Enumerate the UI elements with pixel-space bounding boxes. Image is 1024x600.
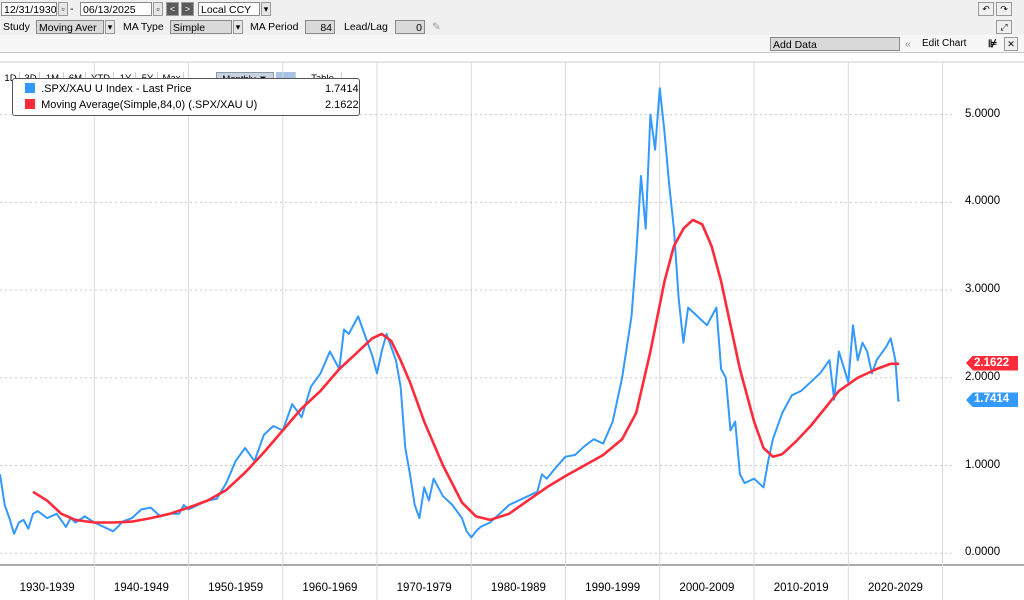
edit-chart-button[interactable]: Edit Chart — [922, 38, 967, 49]
last-value-tag-price: 1.7414 — [966, 392, 1018, 408]
lead-lag-input[interactable]: 0 — [395, 20, 425, 34]
moving-average-line — [32, 218, 900, 524]
y-tick-label: 5.0000 — [965, 107, 1001, 120]
calendar-icon[interactable]: ▫ — [153, 2, 163, 16]
chart-settings-icon[interactable]: ⊯ — [988, 38, 998, 50]
x-category-label: 2020-2029 — [867, 582, 923, 594]
y-tick-label: 0.0000 — [965, 546, 1001, 559]
range-toolbar: 1D3D1M6MYTD1Y5YMax Monthly ▼ Table Add D… — [0, 35, 1024, 86]
legend-label-price: .SPX/XAU U Index - Last Price — [41, 83, 192, 95]
undo-icon[interactable]: ↶ — [978, 2, 994, 16]
currency-select[interactable]: Local CCY — [198, 2, 260, 16]
last-value-tag-ma: 2.1622 — [966, 355, 1018, 371]
legend-swatch-ma — [25, 99, 35, 109]
add-data-input[interactable]: Add Data — [770, 37, 900, 51]
x-category-label: 1970-1979 — [396, 582, 452, 594]
ma-type-label: MA Type — [123, 21, 164, 33]
x-category-label: 1930-1939 — [19, 582, 75, 594]
chevron-right-icon[interactable]: > — [181, 2, 194, 16]
collapse-icon[interactable]: « — [905, 38, 911, 50]
dropdown-icon[interactable]: ▾ — [233, 20, 243, 34]
x-category-label: 1960-1969 — [302, 582, 358, 594]
redo-icon[interactable]: ↷ — [996, 2, 1012, 16]
pencil-icon[interactable]: ✎ — [432, 21, 441, 33]
price-series-line — [0, 87, 900, 539]
ma-period-input[interactable]: 84 — [305, 20, 335, 34]
x-category-label: 2010-2019 — [773, 582, 829, 594]
dropdown-icon[interactable]: ▾ — [261, 2, 271, 16]
y-tick-label: 1.0000 — [965, 458, 1001, 471]
lead-lag-label: Lead/Lag — [344, 21, 388, 33]
start-date-input[interactable]: 12/31/1930 — [1, 2, 57, 16]
x-category-label: 1990-1999 — [585, 582, 641, 594]
x-category-label: 1940-1949 — [113, 582, 169, 594]
y-tick-label: 2.0000 — [965, 370, 1001, 383]
end-date-input[interactable]: 06/13/2025 — [80, 2, 152, 16]
legend-entry-ma[interactable]: Moving Average(Simple,84,0) (.SPX/XAU U)… — [25, 97, 359, 113]
maximize-icon[interactable]: ⤢ — [996, 20, 1012, 34]
legend-entry-price[interactable]: .SPX/XAU U Index - Last Price 1.7414 — [25, 81, 359, 97]
ma-type-select[interactable]: Simple — [170, 20, 232, 34]
legend-value-ma: 2.1622 — [325, 99, 359, 111]
dropdown-icon[interactable]: ▾ — [105, 20, 115, 34]
study-select[interactable]: Moving Aver — [36, 20, 104, 34]
date-toolbar: 12/31/1930 ▫ - 06/13/2025 ▫ < > Local CC… — [0, 0, 1024, 19]
legend-swatch-price — [25, 83, 35, 93]
study-label: Study — [3, 21, 30, 33]
chart-legend: .SPX/XAU U Index - Last Price 1.7414 Mov… — [12, 78, 360, 116]
x-category-label: 2000-2009 — [679, 582, 735, 594]
y-tick-label: 4.0000 — [965, 195, 1001, 208]
x-category-label: 1980-1989 — [490, 582, 546, 594]
chevron-left-icon[interactable]: < — [166, 2, 179, 16]
ma-period-label: MA Period — [250, 21, 299, 33]
calendar-icon[interactable]: ▫ — [58, 2, 68, 16]
legend-label-ma: Moving Average(Simple,84,0) (.SPX/XAU U) — [41, 99, 258, 111]
y-tick-label: 3.0000 — [965, 283, 1001, 296]
date-separator: - — [70, 3, 74, 15]
x-category-label: 1950-1959 — [208, 582, 264, 594]
legend-value-price: 1.7414 — [325, 83, 359, 95]
study-toolbar: Study Moving Aver ▾ MA Type Simple ▾ MA … — [0, 18, 1024, 36]
close-icon[interactable]: ✕ — [1004, 37, 1018, 51]
